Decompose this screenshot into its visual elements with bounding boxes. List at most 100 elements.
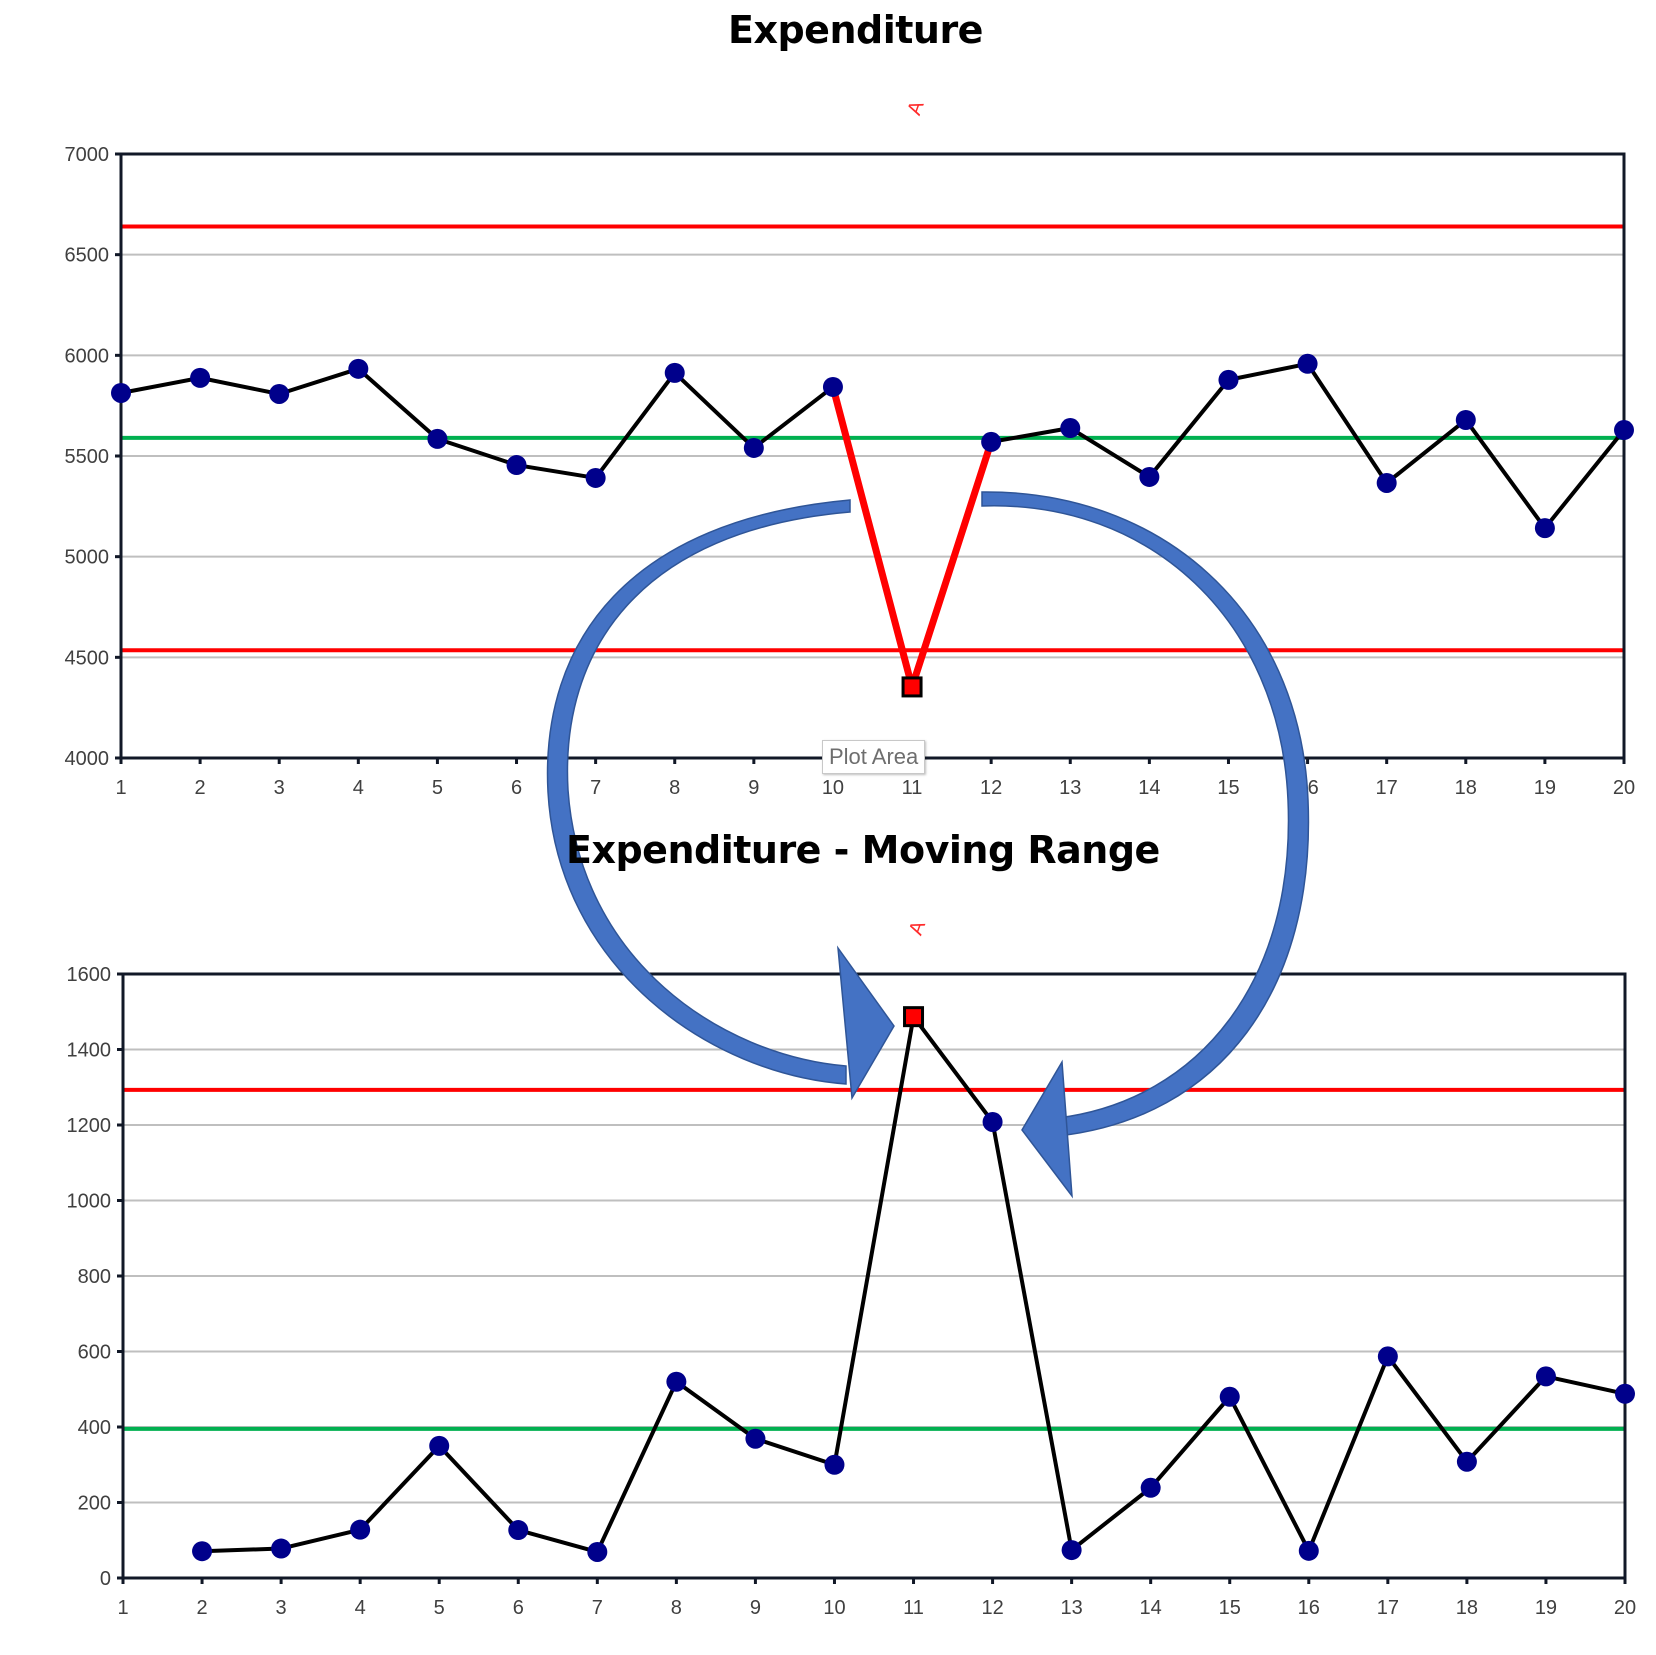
data-point[interactable] bbox=[743, 437, 764, 458]
data-point[interactable] bbox=[1297, 353, 1318, 374]
x-tick-label: 9 bbox=[748, 777, 759, 799]
y-tick-label: 5000 bbox=[65, 547, 110, 569]
x-tick-label: 5 bbox=[432, 777, 443, 799]
data-point[interactable] bbox=[350, 1519, 371, 1540]
series-segment bbox=[1385, 1354, 1469, 1464]
out-of-control-point[interactable] bbox=[901, 676, 923, 698]
series-segment bbox=[672, 370, 756, 450]
series-segment bbox=[200, 1546, 284, 1554]
series-segment bbox=[516, 1528, 600, 1554]
data-point[interactable] bbox=[664, 362, 685, 383]
series-segment bbox=[751, 384, 835, 450]
x-tick-label: 17 bbox=[1376, 777, 1398, 799]
x-tick-label: 8 bbox=[669, 777, 680, 799]
data-point[interactable] bbox=[190, 367, 211, 388]
data-point[interactable] bbox=[822, 376, 843, 397]
chart-title-expenditure: Expenditure bbox=[728, 8, 983, 52]
data-point[interactable] bbox=[1377, 1346, 1398, 1367]
data-point[interactable] bbox=[1534, 518, 1555, 539]
y-tick-label: 1600 bbox=[67, 964, 112, 986]
series-segment bbox=[1542, 428, 1626, 531]
data-point[interactable] bbox=[1376, 472, 1397, 493]
x-tick-label: 20 bbox=[1613, 777, 1635, 799]
x-tick-label: 11 bbox=[903, 1597, 924, 1619]
x-tick-label: 6 bbox=[511, 777, 522, 799]
series-segment bbox=[119, 375, 203, 395]
data-point[interactable] bbox=[1614, 420, 1634, 441]
data-point[interactable] bbox=[429, 1435, 450, 1456]
left-curved-arrow-icon bbox=[546, 499, 851, 1085]
series-segment bbox=[279, 1527, 363, 1551]
series-segment bbox=[593, 370, 677, 480]
x-tick-label: 20 bbox=[1614, 1597, 1636, 1619]
x-tick-label: 15 bbox=[1217, 777, 1239, 799]
series-segment bbox=[990, 1119, 1074, 1553]
series-segment bbox=[832, 1014, 916, 1467]
x-tick-label: 13 bbox=[1059, 777, 1081, 799]
series-segment bbox=[1384, 417, 1468, 485]
x-tick-label: 14 bbox=[1140, 1597, 1162, 1619]
data-point[interactable] bbox=[348, 358, 369, 379]
y-tick-label: 1400 bbox=[67, 1040, 112, 1062]
x-tick-label: 7 bbox=[590, 777, 601, 799]
series-segment bbox=[1226, 361, 1310, 382]
data-point[interactable] bbox=[111, 382, 131, 403]
series-segment bbox=[595, 1379, 679, 1554]
data-point[interactable] bbox=[508, 1520, 529, 1541]
x-tick-label: 7 bbox=[592, 1597, 603, 1619]
data-point[interactable] bbox=[506, 455, 527, 476]
x-tick-label: 19 bbox=[1535, 1597, 1557, 1619]
x-tick-label: 10 bbox=[823, 1597, 845, 1619]
data-point[interactable] bbox=[1535, 1366, 1556, 1387]
data-point[interactable] bbox=[269, 383, 290, 404]
data-point[interactable] bbox=[585, 467, 606, 488]
y-tick-label: 800 bbox=[78, 1266, 111, 1288]
data-point[interactable] bbox=[824, 1454, 845, 1475]
data-point[interactable] bbox=[1140, 1477, 1161, 1498]
x-tick-label: 18 bbox=[1455, 777, 1477, 799]
data-point[interactable] bbox=[271, 1538, 292, 1559]
data-point[interactable] bbox=[1218, 369, 1239, 390]
rule-violation-marker: A bbox=[903, 97, 928, 118]
data-point[interactable] bbox=[427, 428, 448, 449]
y-tick-label: 4500 bbox=[65, 647, 110, 669]
data-point[interactable] bbox=[587, 1541, 608, 1562]
y-tick-label: 400 bbox=[78, 1417, 111, 1439]
x-tick-label: 8 bbox=[671, 1597, 682, 1619]
data-point[interactable] bbox=[1061, 1540, 1082, 1561]
x-tick-label: 4 bbox=[355, 1597, 366, 1619]
chart-title-moving-range: Expenditure - Moving Range bbox=[566, 828, 1160, 872]
data-point[interactable] bbox=[1060, 418, 1081, 439]
data-point[interactable] bbox=[745, 1428, 766, 1449]
data-point[interactable] bbox=[981, 431, 1002, 452]
data-point[interactable] bbox=[192, 1541, 213, 1562]
x-tick-label: 2 bbox=[195, 777, 206, 799]
x-tick-label: 19 bbox=[1534, 777, 1556, 799]
data-point[interactable] bbox=[1456, 1451, 1477, 1472]
series-segment bbox=[277, 366, 361, 396]
data-point[interactable] bbox=[982, 1111, 1003, 1132]
y-tick-label: 1000 bbox=[67, 1191, 112, 1213]
plot-area-tooltip: Plot Area bbox=[822, 740, 926, 774]
x-tick-label: 5 bbox=[434, 1597, 445, 1619]
series-segment bbox=[674, 1379, 758, 1441]
out-of-control-point[interactable] bbox=[903, 1006, 925, 1028]
series-segment bbox=[437, 1443, 521, 1533]
data-point[interactable] bbox=[1219, 1386, 1240, 1407]
series-segment bbox=[198, 375, 282, 396]
y-tick-label: 4000 bbox=[65, 748, 110, 770]
data-point[interactable] bbox=[666, 1371, 687, 1392]
series-segment bbox=[1227, 1394, 1311, 1553]
series-segment bbox=[435, 436, 519, 468]
series-segment bbox=[1543, 1374, 1627, 1396]
data-point[interactable] bbox=[1139, 466, 1160, 487]
data-point[interactable] bbox=[1298, 1540, 1319, 1561]
x-tick-label: 16 bbox=[1298, 1597, 1320, 1619]
series-segment bbox=[989, 426, 1073, 444]
data-point[interactable] bbox=[1455, 409, 1476, 430]
data-point[interactable] bbox=[1615, 1383, 1635, 1404]
